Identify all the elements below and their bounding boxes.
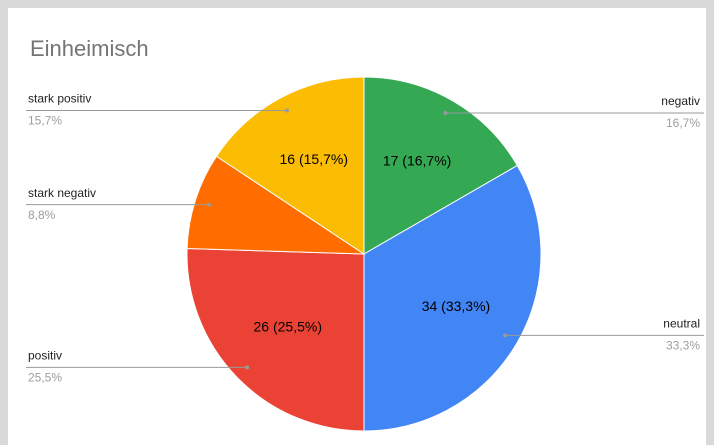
slice-label: 16 (15,7%) bbox=[280, 151, 348, 167]
legend-label: neutral bbox=[663, 317, 700, 331]
slice-label: 26 (25,5%) bbox=[254, 319, 322, 335]
legend-label: stark positiv bbox=[28, 92, 91, 106]
leader-dot bbox=[503, 333, 508, 338]
pie-slice bbox=[186, 155, 366, 255]
legend-label: negativ bbox=[661, 94, 700, 108]
chart-title: Einheimisch bbox=[30, 36, 149, 61]
legend-percent: 33,3% bbox=[666, 339, 700, 353]
leader-dot bbox=[245, 365, 250, 370]
slice-label: 34 (33,3%) bbox=[422, 298, 490, 314]
legend-percent: 25,5% bbox=[28, 371, 62, 385]
slice-label: 17 (16,7%) bbox=[383, 153, 451, 169]
pie-slice bbox=[215, 76, 365, 255]
legend-percent: 16,7% bbox=[666, 116, 700, 130]
leader-dot bbox=[443, 110, 448, 115]
leader-dot bbox=[284, 108, 289, 113]
legend-label: stark negativ bbox=[28, 186, 96, 200]
pie-slice bbox=[186, 248, 365, 432]
legend-label: positiv bbox=[28, 349, 62, 363]
leader-dot bbox=[206, 202, 211, 207]
pie-slice bbox=[363, 76, 518, 255]
legend-percent: 8,8% bbox=[28, 208, 56, 222]
pie-slice bbox=[363, 164, 542, 432]
legend-percent: 15,7% bbox=[28, 114, 62, 128]
